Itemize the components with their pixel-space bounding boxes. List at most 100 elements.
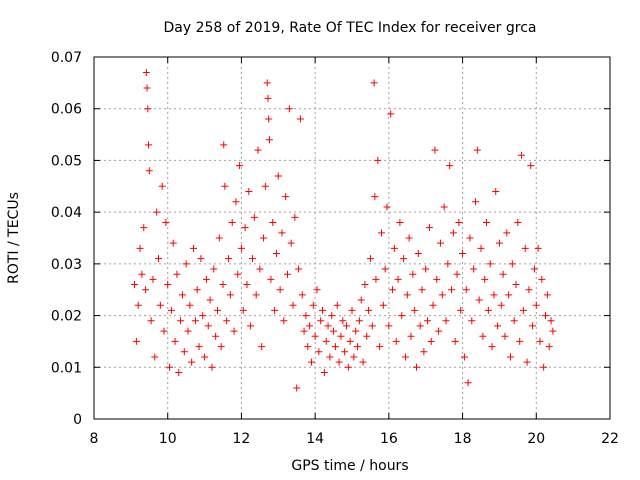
data-point [481, 275, 489, 283]
y-tick-label: 0.06 [51, 102, 82, 118]
data-point [519, 306, 527, 314]
data-point [361, 281, 369, 289]
data-point [250, 213, 258, 221]
data-point [234, 270, 242, 278]
y-axis-tick-labels: 0 0.01 0.02 0.03 0.04 0.05 0.06 0.07 [51, 50, 82, 428]
data-point [365, 306, 373, 314]
data-point [151, 353, 159, 361]
data-point [446, 162, 454, 170]
data-point [132, 337, 140, 345]
data-point [455, 218, 463, 226]
data-point [525, 286, 533, 294]
data-point [210, 265, 218, 273]
data-point [464, 379, 472, 387]
data-point [145, 167, 153, 175]
data-point [138, 270, 146, 278]
data-point [247, 322, 255, 330]
data-point [167, 306, 175, 314]
x-tick-label: 14 [306, 431, 324, 447]
data-point [171, 337, 179, 345]
data-point [315, 348, 323, 356]
data-point [215, 234, 223, 242]
data-point [248, 255, 256, 263]
data-point [435, 327, 443, 335]
data-point [317, 317, 325, 325]
data-point [401, 353, 409, 361]
data-point [204, 322, 212, 330]
data-point [201, 353, 209, 361]
x-axis-tick-labels: 8 10 12 14 16 18 20 22 [90, 431, 619, 447]
data-point [296, 115, 304, 123]
data-point [285, 105, 293, 113]
data-point [254, 146, 262, 154]
data-point [276, 286, 284, 294]
data-point [468, 317, 476, 325]
x-axis-label: GPS time / hours [291, 458, 408, 474]
data-point [394, 275, 402, 283]
data-point [363, 332, 371, 340]
data-point [366, 255, 374, 263]
data-point [429, 301, 437, 309]
data-point [225, 255, 233, 263]
data-point [370, 79, 378, 87]
data-point [383, 203, 391, 211]
data-point [547, 317, 555, 325]
data-point [272, 250, 280, 258]
data-point [530, 265, 538, 273]
data-point [440, 203, 448, 211]
x-tick-label: 10 [159, 431, 177, 447]
y-tick-label: 0 [73, 412, 82, 428]
data-point [420, 348, 428, 356]
data-point [173, 270, 181, 278]
data-point [449, 229, 457, 237]
data-point [459, 250, 467, 258]
data-point [346, 337, 354, 345]
data-point [475, 296, 483, 304]
grid-lines [94, 57, 610, 419]
data-point [330, 327, 338, 335]
data-point [322, 337, 330, 345]
data-point [377, 229, 385, 237]
data-point [241, 224, 249, 232]
data-point [149, 275, 157, 283]
data-point [186, 301, 194, 309]
data-point [265, 136, 273, 144]
data-point [532, 301, 540, 309]
data-point [142, 69, 150, 77]
data-point [302, 312, 310, 320]
data-point [177, 317, 185, 325]
data-point [390, 244, 398, 252]
data-point [379, 301, 387, 309]
data-point [156, 301, 164, 309]
data-point [131, 281, 139, 289]
data-point [295, 265, 303, 273]
data-point [339, 317, 347, 325]
data-point [282, 193, 290, 201]
data-point [191, 317, 199, 325]
data-point [418, 286, 426, 294]
y-tick-label: 0.07 [51, 50, 82, 66]
data-point [503, 229, 511, 237]
data-point [381, 265, 389, 273]
data-point [287, 239, 295, 247]
data-point [341, 348, 349, 356]
data-point [134, 301, 142, 309]
data-point [492, 187, 500, 195]
data-point [508, 260, 516, 268]
data-point [304, 343, 312, 351]
data-point [245, 187, 253, 195]
data-point [280, 317, 288, 325]
data-point [355, 317, 363, 325]
data-point [145, 141, 153, 149]
data-point [142, 286, 150, 294]
data-point [260, 234, 268, 242]
data-point [243, 281, 251, 289]
y-tick-label: 0.01 [51, 360, 82, 376]
data-point [451, 337, 459, 345]
data-point [306, 322, 314, 330]
data-point [199, 312, 207, 320]
data-point [220, 141, 228, 149]
data-point [311, 332, 319, 340]
data-point [136, 244, 144, 252]
data-point [265, 115, 273, 123]
